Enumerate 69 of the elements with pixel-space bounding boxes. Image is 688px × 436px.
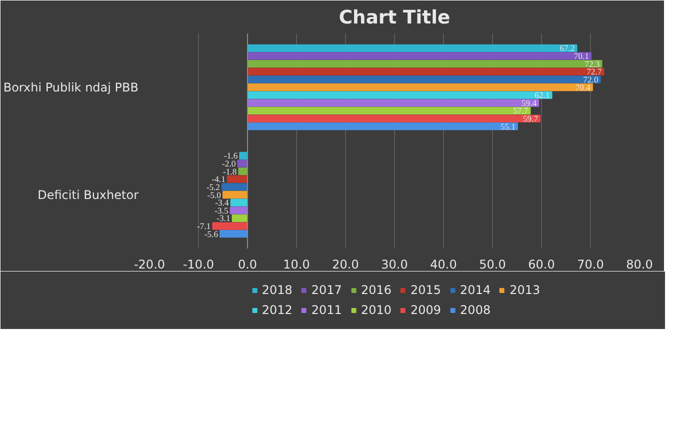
legend-label: 2018: [262, 283, 292, 297]
data-label: 55.1: [500, 121, 516, 132]
bar: [247, 76, 601, 84]
bar: [222, 183, 248, 191]
legend-label: 2012: [262, 303, 292, 317]
bar: [247, 68, 604, 76]
bar: [247, 91, 552, 99]
data-label: -1.8: [222, 166, 237, 176]
legend-label: 2016: [360, 283, 392, 297]
y-tick-label: Deficiti Buxhetor: [38, 188, 139, 202]
x-tick-label: 50.0: [479, 258, 506, 272]
bar: [226, 175, 248, 183]
data-label: 62.1: [534, 90, 550, 100]
data-label: -7.1: [197, 221, 211, 232]
x-tick-label: 70.0: [577, 258, 604, 272]
bar: [230, 206, 248, 214]
bar: [247, 106, 531, 115]
bar: [247, 99, 540, 107]
legend-label: 2008: [460, 303, 491, 317]
x-tick-label: 0.0: [238, 258, 258, 272]
bar: [232, 214, 248, 222]
data-label: -5.0: [207, 190, 221, 200]
data-label: 72.0: [583, 74, 598, 84]
x-tick-label: 60.0: [528, 258, 555, 272]
bar: [247, 44, 578, 52]
x-tick-label: 10.0: [283, 258, 310, 272]
data-label: -3.4: [215, 198, 230, 208]
legend-label: 2010: [360, 303, 392, 317]
data-label: -1.6: [224, 150, 238, 161]
chart-title: Chart Title: [338, 8, 450, 28]
data-label: 67.2: [560, 43, 575, 54]
x-tick-label: -10.0: [182, 258, 214, 272]
data-label: 57.7: [513, 106, 529, 116]
data-label: -5.6: [204, 228, 219, 239]
data-label: -4.1: [212, 174, 226, 184]
x-tick-label: 30.0: [381, 258, 408, 272]
data-label: 70.1: [574, 50, 589, 61]
data-label: 72.3: [584, 58, 600, 69]
bar: [212, 222, 248, 230]
data-label: 70.4: [575, 82, 592, 92]
bar: [247, 122, 518, 130]
data-label: -3.5: [214, 205, 228, 216]
data-label: -3.1: [216, 213, 230, 224]
bar: [247, 60, 602, 68]
data-label: 59.4: [521, 98, 538, 108]
legend-label: 2017: [311, 283, 342, 297]
legend-label: 2015: [410, 283, 442, 297]
bar: [237, 160, 248, 168]
bar: [230, 198, 248, 206]
bar: [247, 83, 593, 92]
data-label: -2.0: [222, 158, 236, 168]
bar: [238, 167, 248, 176]
bar: [220, 230, 248, 238]
x-tick-label: 40.0: [430, 258, 457, 272]
y-tick-label: Borxhi Publik ndaj PBB: [3, 80, 139, 94]
bar: [222, 190, 248, 199]
legend-label: 2009: [410, 303, 442, 317]
data-label: -5.2: [206, 182, 220, 192]
x-tick-label: 20.0: [332, 258, 359, 272]
legend-label: 2014: [460, 283, 491, 297]
data-label: 59.7: [522, 114, 539, 124]
bar: [247, 52, 592, 60]
bar: [247, 114, 541, 122]
bar: [239, 152, 248, 160]
data-label: 72.7: [586, 66, 602, 77]
legend-label: 2011: [311, 303, 342, 317]
x-tick-label: 80.0: [626, 258, 653, 272]
legend-label: 2013: [510, 283, 540, 297]
x-tick-label: -20.0: [134, 258, 166, 272]
